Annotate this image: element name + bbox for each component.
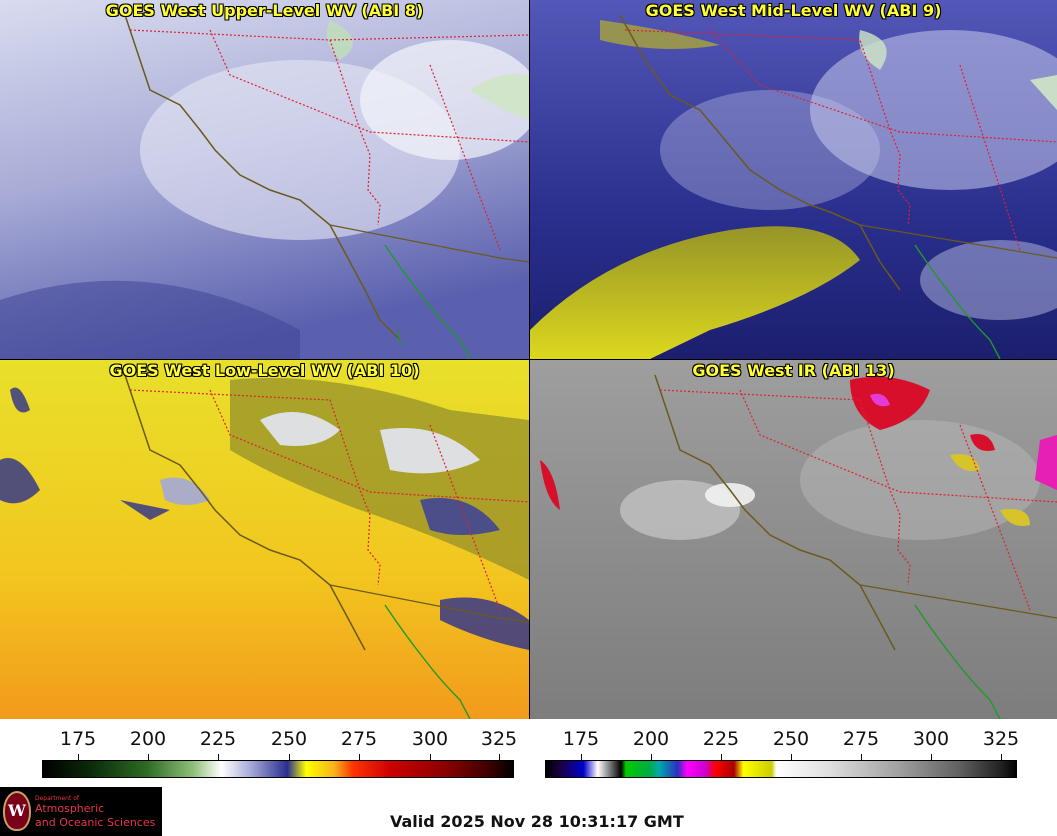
low-level-wv-image <box>0 360 529 719</box>
upper-level-wv-panel: GOES West Upper-Level WV (ABI 8) <box>0 0 529 359</box>
ir-tick-label: 325 <box>982 728 1020 750</box>
logo-dept: Department of <box>35 795 79 802</box>
ir-tick-label: 250 <box>772 728 810 750</box>
ir-image <box>530 360 1057 719</box>
low-level-wv-panel: GOES West Low-Level WV (ABI 10) <box>0 360 529 719</box>
wv-tick-label: 300 <box>411 728 449 750</box>
mid-level-wv-panel: GOES West Mid-Level WV (ABI 9) <box>530 0 1057 359</box>
ir-tick-label: 225 <box>702 728 740 750</box>
wv-colorbar-gradient <box>42 760 514 778</box>
wv-tick-label: 325 <box>480 728 518 750</box>
ir-tick-label: 300 <box>912 728 950 750</box>
upper-level-wv-image <box>0 0 529 359</box>
wv-tick-label: 275 <box>340 728 378 750</box>
wv-tick-label: 225 <box>199 728 237 750</box>
ir-colorbar-ticks: 175 200 225 250 275 300 325 <box>544 724 1020 752</box>
panel-divider-horizontal <box>0 359 1057 360</box>
aos-logo: W Department of Atmospheric and Oceanic … <box>0 787 162 836</box>
wv-colorbar-ticks: 175 200 225 250 275 300 325 <box>40 724 518 752</box>
ir-panel: GOES West IR (ABI 13) <box>530 360 1057 719</box>
wv-colorbar: 175 200 225 250 275 300 325 <box>40 724 518 784</box>
wv-tick-label: 200 <box>129 728 167 750</box>
low-level-wv-title: GOES West Low-Level WV (ABI 10) <box>109 361 420 380</box>
uw-seal-icon: W <box>3 791 31 831</box>
logo-line-1: Atmospheric <box>35 802 105 815</box>
ir-tick-label: 200 <box>632 728 670 750</box>
valid-time: Valid 2025 Nov 28 10:31:17 GMT <box>390 812 684 831</box>
ir-tick-label: 275 <box>842 728 880 750</box>
wv-tick-label: 175 <box>59 728 97 750</box>
ir-colorbar: 175 200 225 250 275 300 325 <box>544 724 1020 784</box>
mid-level-wv-title: GOES West Mid-Level WV (ABI 9) <box>645 1 942 20</box>
upper-level-wv-title: GOES West Upper-Level WV (ABI 8) <box>105 1 424 20</box>
ir-tick-label: 175 <box>562 728 600 750</box>
logo-line-2: and Oceanic Sciences <box>35 816 156 829</box>
wv-tick-label: 250 <box>270 728 308 750</box>
ir-colorbar-gradient <box>545 760 1017 778</box>
mid-level-wv-image <box>530 0 1057 359</box>
ir-title: GOES West IR (ABI 13) <box>692 361 895 380</box>
